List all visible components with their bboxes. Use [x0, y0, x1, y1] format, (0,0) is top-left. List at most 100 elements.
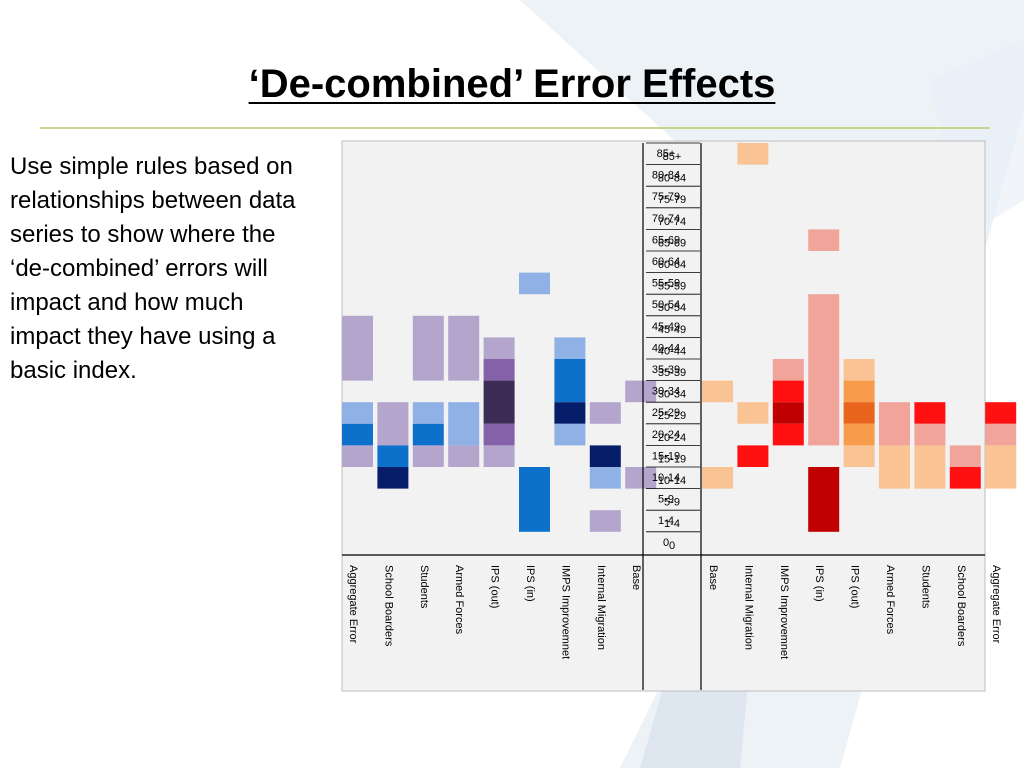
- left-cell-school-boarders-15-19: [377, 445, 409, 467]
- age-label-left: 35-39: [652, 364, 680, 376]
- age-label-right: 55-59: [658, 281, 686, 293]
- right-category-label-aggregate-error: Aggregate Error: [990, 565, 1002, 644]
- right-cell-ips-out-30-34: [843, 380, 875, 403]
- right-cell-ips-out-35-39: [843, 359, 875, 381]
- left-cell-internal-migration-15-19: [589, 445, 621, 467]
- left-cell-students-45-49: [412, 315, 444, 381]
- body-text: Use simple rules based on relationships …: [10, 153, 296, 384]
- age-label-right: 65-69: [658, 237, 686, 249]
- age-label-left: 25-29: [652, 407, 680, 419]
- right-cell-base-10-14: [702, 467, 733, 489]
- right-cell-base-30-34: [702, 380, 733, 403]
- right-cell-imps-improvemnet-30-34: [772, 380, 804, 403]
- age-label-right: 20-24: [658, 432, 686, 444]
- left-category-label-ips-out: IPS (out): [489, 565, 501, 608]
- left-cell-internal-migration-1-4: [589, 510, 621, 532]
- right-category-label-armed-forces: Armed Forces: [884, 565, 896, 635]
- right-cell-students-20-24: [914, 423, 946, 446]
- age-label-left: 50-54: [652, 299, 680, 311]
- left-cell-students-15-19: [412, 445, 444, 467]
- right-cell-internal-migration-85+: [737, 143, 769, 165]
- right-cell-imps-improvemnet-25-29: [772, 402, 804, 424]
- age-label-right: 50-54: [658, 302, 686, 314]
- right-category-label-ips-out: IPS (out): [849, 565, 861, 608]
- left-cell-ips-in-10-14: [519, 467, 550, 532]
- right-cell-aggregate-error-15-19: [985, 445, 1017, 489]
- left-cell-armed-forces-45-49: [448, 315, 480, 381]
- right-category-label-base: Base: [707, 565, 719, 590]
- slide-title: ‘De-combined’ Error Effects: [248, 62, 776, 106]
- category-labels: Aggregate Error School Boarders Students Ar…: [347, 565, 1002, 659]
- left-cell-armed-forces-15-19: [448, 445, 480, 467]
- left-cell-students-25-29: [412, 402, 444, 424]
- age-label-right: 80-84: [658, 173, 686, 185]
- age-label-left: 55-59: [652, 278, 680, 290]
- age-label-left: 75-79: [652, 191, 680, 203]
- right-category-label-students: Students: [919, 565, 931, 609]
- right-category-label-imps-improvemnet: IMPS Improvemnet: [778, 565, 790, 659]
- right-cell-ips-out-25-29: [843, 402, 875, 424]
- left-cell-imps-improvemnet-40-44: [554, 337, 586, 359]
- age-label-left: 15-19: [652, 450, 680, 462]
- age-label-left: 45-49: [652, 321, 680, 333]
- left-cell-ips-out-40-44: [483, 337, 515, 359]
- age-label-left: 85+: [657, 148, 676, 160]
- left-cell-school-boarders-25-29: [377, 402, 409, 446]
- left-category-label-ips-in: IPS (in): [524, 565, 536, 602]
- left-category-label-internal-migration: Internal Migration: [595, 565, 607, 650]
- left-cell-aggregate-error-25-29: [342, 402, 373, 424]
- age-label-right: 0: [669, 540, 675, 552]
- right-cell-ips-out-20-24: [843, 423, 875, 446]
- right-cell-imps-improvemnet-35-39: [772, 359, 804, 381]
- left-cell-ips-out-30-34: [483, 380, 515, 424]
- left-cell-ips-in-55-59: [519, 272, 550, 295]
- age-label-left: 60-64: [652, 256, 680, 268]
- age-label-right: 1-4: [664, 518, 680, 530]
- left-cell-ips-out-20-24: [483, 423, 515, 446]
- left-cell-imps-improvemnet-25-29: [554, 402, 586, 424]
- age-label-left: 70-74: [652, 213, 680, 225]
- left-cell-aggregate-error-45-49: [342, 315, 373, 381]
- age-label-left: 5-9: [658, 494, 674, 506]
- age-label-right: 40-44: [658, 345, 686, 357]
- age-label-right: 30-34: [658, 389, 686, 401]
- age-label-left: 65-69: [652, 234, 680, 246]
- left-cell-ips-out-35-39: [483, 359, 515, 381]
- age-label-right: 5-9: [664, 497, 680, 509]
- right-cell-ips-in-50-54: [808, 294, 840, 446]
- left-category-label-students: Students: [418, 565, 430, 609]
- age-label-right: 10-14: [658, 475, 686, 487]
- heatmap-cells: [342, 143, 1017, 532]
- left-cell-armed-forces-25-29: [448, 402, 480, 446]
- right-cell-ips-in-10-14: [808, 467, 840, 532]
- left-cell-base-30-34: [625, 380, 657, 403]
- left-category-label-imps-improvemnet: IMPS Improvemnet: [559, 565, 571, 659]
- right-category-label-internal-migration: Internal Migration: [742, 565, 754, 650]
- age-label-right: 25-29: [658, 410, 686, 422]
- age-label-left: 80-84: [652, 170, 680, 182]
- left-cell-students-20-24: [412, 423, 444, 446]
- right-cell-imps-improvemnet-20-24: [772, 423, 804, 446]
- left-cell-aggregate-error-20-24: [342, 423, 373, 446]
- age-label-left: 1-4: [658, 515, 674, 527]
- age-label-right: 75-79: [658, 194, 686, 206]
- right-category-label-ips-in: IPS (in): [813, 565, 825, 602]
- left-category-label-school-boarders: School Boarders: [382, 565, 394, 647]
- age-label-left: 0: [663, 537, 669, 549]
- right-cell-ips-out-15-19: [843, 445, 875, 467]
- left-category-label-armed-forces: Armed Forces: [453, 565, 465, 635]
- right-cell-aggregate-error-20-24: [985, 423, 1017, 446]
- right-category-label-school-boarders: School Boarders: [955, 565, 967, 647]
- left-cell-base-10-14: [625, 467, 657, 489]
- right-cell-students-15-19: [914, 445, 946, 489]
- right-cell-armed-forces-15-19: [879, 445, 910, 489]
- title-divider: [40, 127, 990, 129]
- left-cell-imps-improvemnet-20-24: [554, 423, 586, 446]
- right-cell-ips-in-65-69: [808, 229, 840, 251]
- age-label-left: 10-14: [652, 472, 680, 484]
- left-cell-internal-migration-10-14: [589, 467, 621, 489]
- left-category-label-aggregate-error: Aggregate Error: [347, 565, 359, 644]
- right-cell-internal-migration-25-29: [737, 402, 769, 424]
